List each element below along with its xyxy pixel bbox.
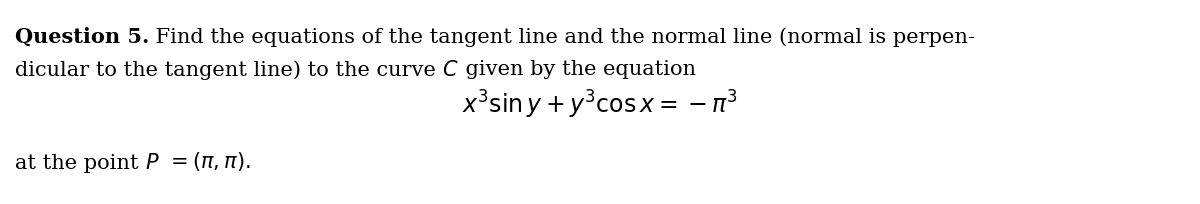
Text: $P$: $P$ (145, 152, 160, 172)
Text: at the point: at the point (14, 153, 145, 172)
Text: Question 5.: Question 5. (14, 27, 149, 47)
Text: $x^3 \sin y + y^3 \cos x = -\pi^3$: $x^3 \sin y + y^3 \cos x = -\pi^3$ (462, 89, 738, 121)
Text: $= (\pi, \pi).$: $= (\pi, \pi).$ (160, 149, 251, 172)
Text: $C$: $C$ (443, 60, 458, 80)
Text: Find the equations of the tangent line and the normal line (normal is perpen-: Find the equations of the tangent line a… (149, 27, 976, 47)
Text: dicular to the tangent line) to the curve: dicular to the tangent line) to the curv… (14, 60, 443, 79)
Text: given by the equation: given by the equation (458, 60, 696, 79)
